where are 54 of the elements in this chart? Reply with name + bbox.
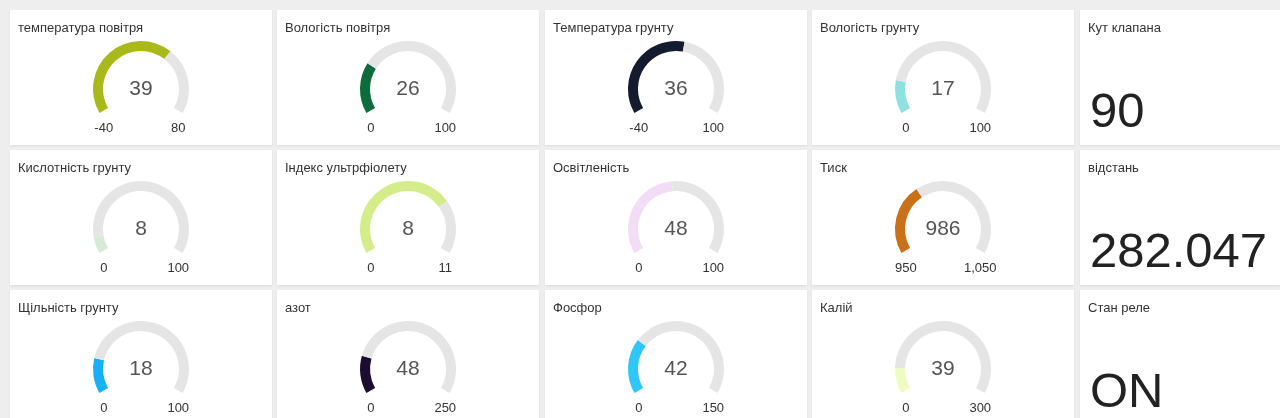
text: 36 [664,75,688,99]
text: 0 [902,120,910,136]
text: 0 [100,400,108,416]
text: 11 [438,260,452,276]
chart-title: Освітленість [553,160,630,176]
text: 0 [367,120,375,136]
text: 90 [1090,82,1145,138]
text: 300 [969,400,992,416]
text: 150 [702,400,725,416]
text: 0 [902,400,910,416]
chart-title: Щільність грунту [18,300,119,316]
text: Кут клапана [1088,20,1161,36]
text: 100 [167,400,190,416]
text: 8 [135,215,147,239]
chart-title: Калій [820,300,853,316]
text: 100 [434,120,457,136]
chart-title: Фосфор [553,300,602,316]
text: 8 [402,215,414,239]
text: 282.047 [1090,222,1268,278]
chart-title: Індекс ультрфіолету [285,160,407,176]
text: 39 [129,75,153,99]
text: 0 [367,260,375,276]
text: 250 [434,400,457,416]
text: 17 [931,75,955,99]
text: 26 [396,75,420,99]
chart-title: Вологість грунту [820,20,920,36]
text: 950 [894,260,917,276]
text: відстань [1088,160,1139,176]
text: 100 [167,260,190,276]
chart-title: Вологість повітря [285,20,391,36]
text: 39 [931,355,955,379]
text: ON [1090,362,1164,418]
chart-title: температура повітря [18,20,144,36]
chart-title: Кислотність грунту [18,160,131,176]
text: -40 [629,120,649,136]
text: 100 [969,120,992,136]
text: 48 [664,215,688,239]
text: 0 [635,400,643,416]
text: 0 [635,260,643,276]
text: 1,050 [963,260,997,276]
text: 100 [702,120,725,136]
chart-title: Тиск [820,160,847,176]
text: Стан реле [1088,300,1151,316]
text: 48 [396,355,420,379]
chart-title: Температура грунту [553,20,674,36]
text: 986 [925,215,961,239]
text: 42 [664,355,688,379]
text: 0 [100,260,108,276]
text: 80 [171,120,186,136]
text: 100 [702,260,725,276]
chart-title: азот [285,300,311,316]
text: 18 [129,355,153,379]
text: -40 [94,120,114,136]
text: 0 [367,400,375,416]
